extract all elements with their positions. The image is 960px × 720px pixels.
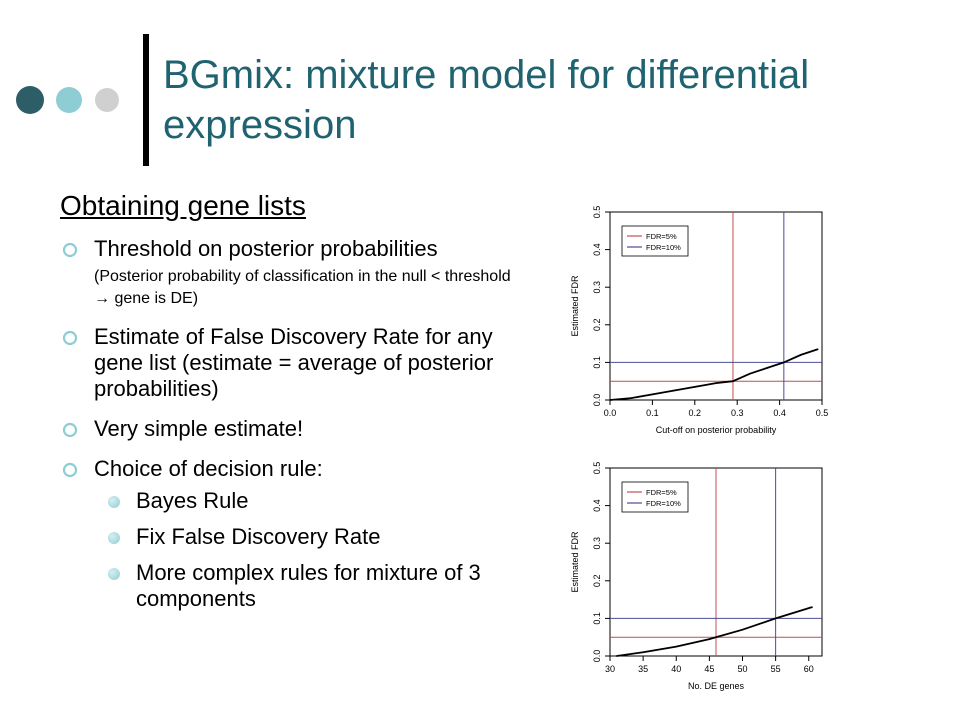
legend-box [621,481,689,513]
dark-dot [16,86,44,114]
legend-label: FDR=10% [646,243,681,252]
x-axis-label: No. DE genes [688,681,745,691]
fdr-point [811,606,813,608]
sub-bullet-text: More complex rules for mixture of 3 comp… [136,560,481,611]
fdr-point [741,628,744,631]
section-heading: Obtaining gene lists [60,190,306,221]
sub-bullet-bayes: Bayes Rule [94,488,530,514]
y-tick-label: 0.4 [592,243,602,256]
slide-title: BGmix: mixture model for differential ex… [163,53,810,147]
plot-frame [609,211,823,401]
y-tick-label: 0.2 [592,575,602,588]
fdr-vs-genes-chart: 30 35 40 45 50 55 60 0.0 0.1 0.2 0.3 0.4 0.5 No. DE g… [570,462,823,691]
fdr-curve [609,348,819,401]
sub-bullet-dot-icon [108,532,120,544]
y-tick-label: 0.5 [592,206,602,219]
fdr-point [694,386,696,388]
x-tick-label: 45 [704,664,714,674]
sub-bullet-complex: More complex rules for mixture of 3 comp… [94,560,530,612]
sub-bullet-list: Bayes Rule Fix False Discovery Rate More… [94,488,530,612]
fdr-point [715,382,717,384]
fdr-point [642,651,644,654]
fdr-point [675,645,678,648]
x-tick-label: 35 [638,664,648,674]
x-tick-label: 0.3 [731,408,744,418]
bullet-decision: Choice of decision rule: Bayes Rule Fix … [60,456,530,612]
y-tick-label: 0.1 [592,612,602,625]
fdr-point [816,348,819,351]
x-tick-label: 0.2 [689,408,702,418]
y-axis-label: Estimated FDR [570,275,580,337]
sub-bullet-text: Fix False Discovery Rate [136,524,381,549]
fdr-point [783,361,785,364]
bullet-fdr: Estimate of False Discovery Rate for any… [60,324,530,402]
fdr-point [615,655,618,657]
x-tick-label: 0.0 [604,408,617,418]
fdr-point [766,367,768,369]
y-tick-label: 0.3 [592,537,602,550]
grey-dot [95,88,119,112]
bullet-detail: (Posterior probability of classification… [94,268,511,307]
sub-bullet-dot-icon [108,496,120,508]
fdr-point [609,399,611,401]
bullet-threshold: Threshold on posterior probabilities (Po… [60,236,530,310]
x-axis-label: Cut-off on posterior probability [656,425,777,435]
x-tick-label: 55 [771,664,781,674]
y-tick-label: 0.0 [592,650,602,663]
bullet-marker-icon [62,242,78,258]
bullet-list: Threshold on posterior probabilities (Po… [60,236,530,626]
fdr-vs-cutoff-chart: 0.0 0.1 0.2 0.3 0.4 0.5 0.0 0.1 0.2 0.3 0.4 0.5 Cut-… [570,206,829,435]
y-tick-label: 0.2 [592,319,602,332]
fdr-point [630,397,632,399]
y-tick-label: 0.1 [592,356,602,369]
x-tick-label: 0.1 [646,408,659,418]
legend-label: FDR=5% [646,488,677,497]
fdr-point [708,638,711,640]
x-tick-label: 0.4 [773,408,786,418]
bullet-text: Estimate of False Discovery Rate for any… [94,324,494,401]
fdr-point [774,617,777,620]
sub-bullet-fix-fdr: Fix False Discovery Rate [94,524,530,550]
y-tick-label: 0.5 [592,462,602,475]
fdr-point [672,389,675,392]
fdr-point [732,380,734,382]
fdr-curve [616,606,813,657]
bullet-marker-icon [62,330,78,346]
x-tick-label: 30 [605,664,615,674]
bullet-text: Threshold on posterior probabilities [94,236,438,261]
fdr-point [651,393,654,396]
bullet-text: Choice of decision rule: [94,456,323,481]
bullet-marker-icon [62,462,78,478]
bullet-text: Very simple estimate! [94,416,304,441]
y-axis-label: Estimated FDR [570,531,580,593]
legend-label: FDR=10% [646,499,681,508]
fdr-point [800,354,802,356]
x-tick-label: 40 [671,664,681,674]
legend-label: FDR=5% [646,232,677,241]
sub-bullet-dot-icon [108,568,120,580]
bullet-simple: Very simple estimate! [60,416,530,442]
bullet-marker-icon [62,422,78,438]
teal-dot [56,87,82,113]
fdr-point [749,372,751,375]
legend-box [621,225,689,257]
y-tick-label: 0.4 [592,499,602,512]
sub-bullet-text: Bayes Rule [136,488,249,513]
x-tick-label: 60 [804,664,814,674]
y-tick-label: 0.0 [592,394,602,407]
x-tick-label: 50 [737,664,747,674]
x-tick-label: 0.5 [816,408,829,418]
y-tick-label: 0.3 [592,281,602,294]
title-divider [143,34,149,166]
